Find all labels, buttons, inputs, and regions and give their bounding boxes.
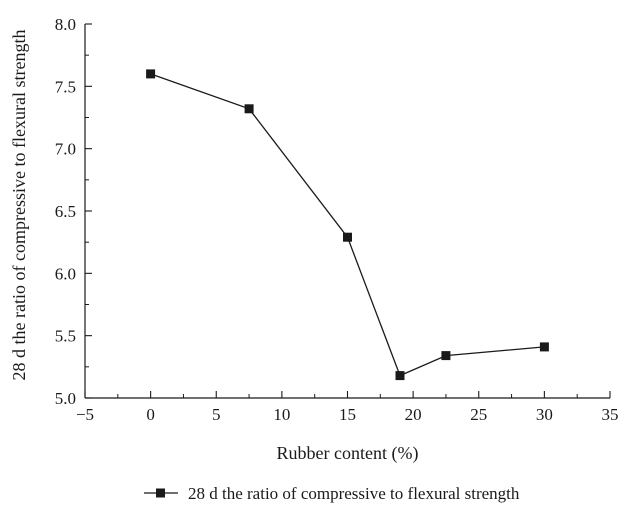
y-tick-label-5: 7.5 [55, 77, 76, 96]
y-axis-title: 28 d the ratio of compressive to flexura… [9, 30, 29, 381]
data-point-0-4 [441, 351, 451, 361]
y-tick-label-6: 8.0 [55, 15, 76, 34]
legend: 28 d the ratio of compressive to flexura… [144, 484, 520, 503]
y-tick-label-4: 7.0 [55, 140, 76, 159]
x-tick-label-4: 15 [339, 405, 356, 424]
x-tick-label-1: 0 [146, 405, 155, 424]
series-line-0 [150, 73, 545, 377]
x-tick-label-0: −5 [76, 405, 94, 424]
data-point-0-5 [539, 342, 549, 352]
x-tick-label-6: 25 [470, 405, 487, 424]
x-tick-label-8: 35 [602, 405, 619, 424]
plot-area: −5 0 5 10 15 20 25 30 35 5.0 5.5 6.0 6.5 7.0 7.5 8.0 [55, 15, 619, 424]
data-point-0-1 [244, 104, 254, 114]
legend-label: 28 d the ratio of compressive to flexura… [188, 484, 520, 503]
data-point-0-2 [343, 232, 352, 242]
y-tick-label-2: 6.0 [55, 264, 76, 283]
x-tick-label-7: 30 [536, 405, 553, 424]
y-tick-label-0: 5.0 [55, 389, 76, 408]
data-point-0-3 [395, 371, 405, 381]
x-tick-label-5: 20 [405, 405, 422, 424]
x-tick-label-3: 10 [273, 405, 290, 424]
y-tick-label-1: 5.5 [55, 327, 76, 346]
data-point-0-0 [146, 69, 156, 79]
x-tick-label-2: 5 [212, 405, 221, 424]
x-axis-title: Rubber content (%) [277, 443, 419, 464]
legend-marker [156, 488, 165, 498]
y-tick-label-3: 6.5 [55, 202, 76, 221]
